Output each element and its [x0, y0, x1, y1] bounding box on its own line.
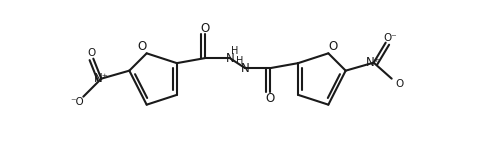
- Text: H: H: [231, 46, 239, 56]
- Text: O: O: [396, 79, 404, 89]
- Text: O: O: [329, 40, 338, 53]
- Text: O: O: [200, 22, 210, 35]
- Text: ⁻O: ⁻O: [70, 97, 84, 107]
- Text: N: N: [241, 62, 250, 75]
- Text: O: O: [266, 92, 275, 105]
- Text: N: N: [226, 52, 234, 65]
- Text: O: O: [137, 40, 146, 53]
- Text: O⁻: O⁻: [384, 33, 398, 43]
- Text: H: H: [237, 56, 244, 66]
- Text: N⁺: N⁺: [94, 72, 109, 85]
- Text: O: O: [87, 48, 95, 58]
- Text: N⁺: N⁺: [366, 56, 381, 69]
